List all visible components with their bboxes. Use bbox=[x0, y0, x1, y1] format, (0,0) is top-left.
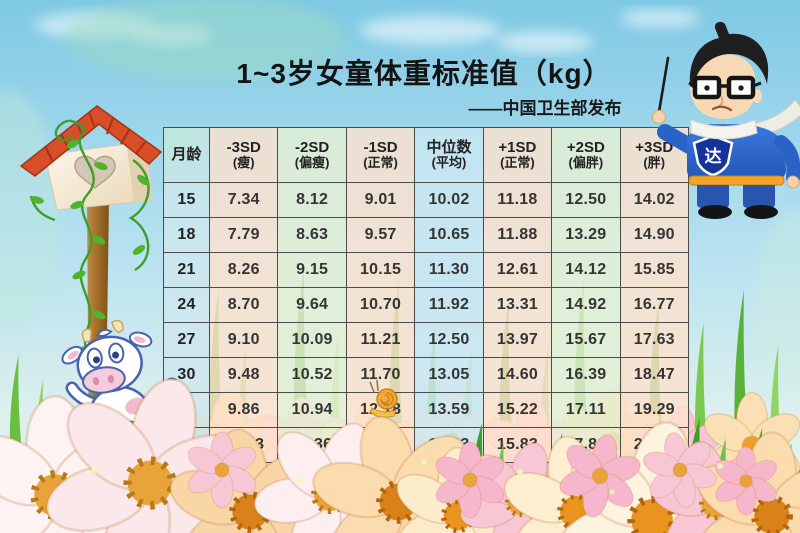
value-cell: 10.70 bbox=[345, 287, 416, 323]
value-cell: 14.60 bbox=[482, 357, 553, 393]
mascot-hand bbox=[652, 110, 666, 124]
value-cell: 15.85 bbox=[619, 252, 690, 288]
value-cell: 14.13 bbox=[414, 427, 484, 463]
column-header: +2SD (偏胖) bbox=[551, 127, 621, 183]
table-row: 24 8.70 9.64 10.70 11.92 13.31 14.92 16.77 bbox=[163, 287, 690, 323]
value-cell: 17.63 bbox=[619, 322, 690, 358]
shoe-right bbox=[744, 205, 778, 219]
value-cell: 14.92 bbox=[551, 287, 621, 323]
value-cell: 15.67 bbox=[551, 322, 621, 358]
value-cell: 15.83 bbox=[482, 427, 553, 463]
value-cell: 11.18 bbox=[482, 182, 553, 218]
value-cell: 10.02 bbox=[414, 182, 484, 218]
value-cell: 19.29 bbox=[619, 392, 690, 428]
value-cell: 9.86 bbox=[208, 392, 279, 428]
column-header: 中位数 (平均) bbox=[414, 127, 484, 183]
value-cell: 7.34 bbox=[208, 182, 279, 218]
value-cell: 10.94 bbox=[277, 392, 347, 428]
value-cell: 8.63 bbox=[277, 217, 347, 253]
column-header: +1SD (正常) bbox=[482, 127, 553, 183]
table-body: 15 7.34 8.12 9.01 10.02 11.18 12.50 14.02 18 7.79… bbox=[163, 182, 690, 463]
page-title: 1~3岁女童体重标准值（kg） bbox=[236, 58, 612, 89]
value-cell: 10.23 bbox=[208, 427, 279, 463]
value-cell: 12.50 bbox=[414, 322, 484, 358]
value-cell: 10.52 bbox=[277, 357, 347, 393]
value-cell: 12.61 bbox=[482, 252, 553, 288]
pointer-stick bbox=[656, 56, 670, 120]
column-header: -3SD (瘦) bbox=[208, 127, 279, 183]
value-cell: 11.92 bbox=[414, 287, 484, 323]
value-cell: 11.70 bbox=[345, 357, 416, 393]
column-header: -2SD (偏瘦) bbox=[277, 127, 347, 183]
cow-mascot-icon bbox=[61, 319, 183, 488]
value-cell: 8.12 bbox=[277, 182, 347, 218]
value-cell: 20.10 bbox=[619, 427, 690, 463]
table-row: 36 10.23 11.36 12.65 14.13 15.83 17.81 20.10 bbox=[163, 427, 690, 463]
value-cell: 18.47 bbox=[619, 357, 690, 393]
scarf bbox=[690, 119, 758, 140]
table-header: 月龄 -3SD (瘦) -2SD (偏瘦) -1SD (正常) 中位数 (平均) +1SD (正常)… bbox=[163, 127, 690, 183]
value-cell: 13.05 bbox=[414, 357, 484, 393]
value-cell: 8.26 bbox=[208, 252, 279, 288]
value-cell: 17.11 bbox=[551, 392, 621, 428]
value-cell: 11.36 bbox=[277, 427, 347, 463]
value-cell: 11.30 bbox=[414, 252, 484, 288]
table-row: 15 7.34 8.12 9.01 10.02 11.18 12.50 14.02 bbox=[163, 182, 690, 218]
value-cell: 13.59 bbox=[414, 392, 484, 428]
value-cell: 8.70 bbox=[208, 287, 279, 323]
value-cell: 9.15 bbox=[277, 252, 347, 288]
age-cell: 18 bbox=[163, 217, 210, 253]
pants-right bbox=[743, 185, 775, 208]
value-cell: 11.88 bbox=[482, 217, 553, 253]
weight-table: 月龄 -3SD (瘦) -2SD (偏瘦) -1SD (正常) 中位数 (平均) +1SD (正常)… bbox=[163, 127, 690, 463]
belt bbox=[688, 175, 785, 186]
value-cell: 9.10 bbox=[208, 322, 279, 358]
pants-left bbox=[697, 185, 729, 208]
shoe-left bbox=[698, 205, 732, 219]
page-subtitle: ——中国卫生部发布 bbox=[468, 99, 622, 118]
age-cell: 15 bbox=[163, 182, 210, 218]
value-cell: 9.64 bbox=[277, 287, 347, 323]
value-cell: 13.29 bbox=[551, 217, 621, 253]
table-row: 21 8.26 9.15 10.15 11.30 12.61 14.12 15.85 bbox=[163, 252, 690, 288]
table-row: 27 9.10 10.09 11.21 12.50 13.97 15.67 17.63 bbox=[163, 322, 690, 358]
value-cell: 12.18 bbox=[345, 392, 416, 428]
value-cell: 9.01 bbox=[345, 182, 416, 218]
age-column-header: 月龄 bbox=[163, 127, 210, 183]
value-cell: 10.09 bbox=[277, 322, 347, 358]
value-cell: 12.50 bbox=[551, 182, 621, 218]
value-cell: 9.48 bbox=[208, 357, 279, 393]
value-cell: 10.15 bbox=[345, 252, 416, 288]
value-cell: 9.57 bbox=[345, 217, 416, 253]
value-cell: 16.39 bbox=[551, 357, 621, 393]
value-cell: 13.97 bbox=[482, 322, 553, 358]
age-cell: 21 bbox=[163, 252, 210, 288]
clouds bbox=[35, 9, 700, 53]
table-row: 18 7.79 8.63 9.57 10.65 11.88 13.29 14.90 bbox=[163, 217, 690, 253]
table-row: 30 9.48 10.52 11.70 13.05 14.60 16.39 18.47 bbox=[163, 357, 690, 393]
value-cell: 7.79 bbox=[208, 217, 279, 253]
value-cell: 11.21 bbox=[345, 322, 416, 358]
teacher-mascot-icon: 达 bbox=[652, 21, 800, 219]
value-cell: 15.22 bbox=[482, 392, 553, 428]
table-row: 33 9.86 10.94 12.18 13.59 15.22 17.11 19.29 bbox=[163, 392, 690, 428]
badge-character: 达 bbox=[705, 146, 722, 166]
cow-shorts bbox=[94, 420, 152, 461]
value-cell: 14.12 bbox=[551, 252, 621, 288]
value-cell: 12.65 bbox=[345, 427, 416, 463]
value-cell: 13.31 bbox=[482, 287, 553, 323]
value-cell: 10.65 bbox=[414, 217, 484, 253]
value-cell: 14.90 bbox=[619, 217, 690, 253]
value-cell: 17.81 bbox=[551, 427, 621, 463]
value-cell: 16.77 bbox=[619, 287, 690, 323]
column-header: -1SD (正常) bbox=[345, 127, 416, 183]
